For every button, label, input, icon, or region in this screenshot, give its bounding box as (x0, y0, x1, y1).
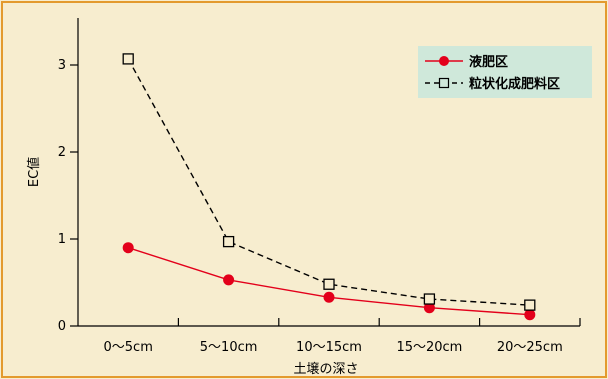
y-axis-title: EC値 (26, 157, 42, 187)
y-tick-label: 0 (58, 319, 66, 334)
data-point-marker (524, 309, 536, 321)
data-point-marker (524, 299, 536, 311)
legend-box (418, 46, 592, 98)
legend-marker (438, 77, 450, 89)
data-point-marker (323, 291, 335, 303)
legend-label: 粒状化成肥料区 (469, 76, 560, 92)
data-point-marker (223, 274, 235, 286)
data-point-marker (323, 278, 335, 290)
x-tick-label: 20～25cm (497, 340, 563, 355)
x-tick-label: 10～15cm (296, 340, 362, 355)
x-tick-label: 0～5cm (104, 340, 153, 355)
series-layer (122, 53, 536, 321)
y-tick-label: 1 (58, 232, 66, 247)
y-ticks: 0 1 2 3 (58, 58, 78, 334)
legend-label: 液肥区 (469, 54, 508, 70)
y-tick-label: 3 (58, 58, 66, 73)
data-point-marker (122, 53, 134, 65)
data-point-marker (222, 235, 235, 248)
data-point-marker (423, 293, 436, 305)
x-ticks: 0～5cm 5～10cm 10～15cm 15～20cm 20～25cm (104, 318, 581, 355)
data-point-marker (423, 302, 435, 314)
x-axis-title: 土壌の深さ (293, 362, 358, 377)
series-line (127, 58, 530, 306)
data-point-marker (122, 242, 134, 254)
y-tick-label: 2 (58, 145, 66, 160)
x-tick-label: 5～10cm (200, 340, 258, 355)
axes: 0 1 2 3 0～5cm 5～10cm 10～15cm 15～20cm 20～25cm (58, 18, 581, 355)
legend-marker (439, 56, 449, 66)
x-tick-label: 15～20cm (396, 340, 462, 355)
